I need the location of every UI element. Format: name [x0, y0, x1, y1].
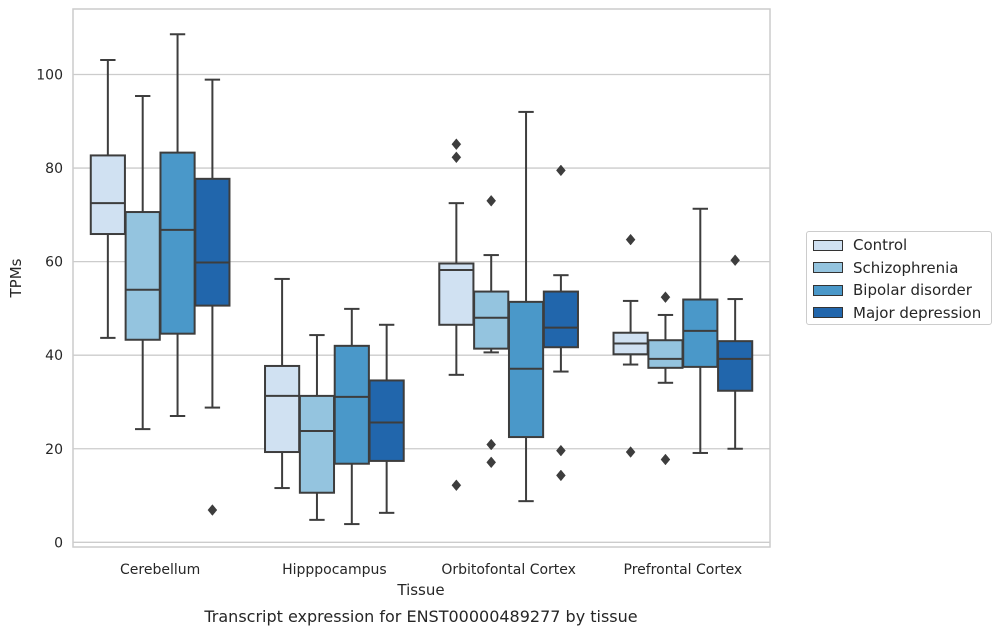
- outlier-point: [486, 456, 497, 469]
- iqr-box: [647, 339, 684, 369]
- y-tick-label: 40: [45, 348, 63, 364]
- box-schizophrenia: [473, 195, 510, 469]
- box-schizophrenia: [124, 95, 161, 431]
- legend-item: Schizophrenia: [813, 258, 958, 278]
- boxes: [89, 33, 754, 526]
- box-major-depression: [717, 254, 754, 450]
- y-axis-label: TPMs: [7, 258, 25, 298]
- x-tick-labels: Cerebellum Hipppocampus Orbitofontal Corte…: [120, 562, 742, 578]
- iqr-box: [717, 340, 754, 392]
- y-tick-label: 0: [54, 535, 63, 551]
- y-tick-labels: 0 20 40 60 80 100: [36, 67, 63, 551]
- x-axis-label: Tissue: [396, 581, 444, 599]
- box-bipolar-disorder: [682, 207, 719, 454]
- outlier-point: [451, 138, 462, 150]
- legend-label: Schizophrenia: [853, 258, 959, 277]
- legend-swatch: [813, 284, 843, 296]
- plot-frame: [72, 8, 771, 548]
- box-major-depression: [194, 78, 231, 516]
- outlier-point: [486, 195, 497, 207]
- box-bipolar-disorder: [333, 307, 370, 526]
- x-tick-label: Cerebellum: [120, 562, 200, 578]
- box-major-depression: [542, 164, 579, 482]
- outlier-point: [207, 504, 218, 516]
- outlier-point: [556, 164, 566, 177]
- legend: Control Schizophrenia Bipolar disorder Majo…: [806, 231, 992, 325]
- iqr-box: [264, 364, 301, 454]
- iqr-box: [124, 211, 161, 341]
- legend-label: Major depression: [853, 303, 982, 322]
- box-control: [438, 138, 475, 492]
- outlier-point: [556, 444, 566, 457]
- iqr-box: [368, 379, 405, 462]
- iqr-box: [194, 177, 231, 307]
- legend-item: Bipolar disorder: [813, 280, 972, 300]
- outlier-point: [625, 446, 636, 458]
- outlier-point: [660, 453, 671, 466]
- legend-swatch: [813, 262, 843, 273]
- y-tick-label: 100: [36, 67, 63, 83]
- outlier-point: [556, 469, 566, 482]
- outlier-point: [486, 438, 497, 451]
- iqr-box: [542, 290, 579, 349]
- box-major-depression: [368, 323, 405, 514]
- legend-item: Control: [813, 235, 907, 255]
- x-tick-label: Orbitofontal Cortex: [441, 562, 576, 578]
- iqr-box: [333, 344, 370, 465]
- x-tick-label: Hipppocampus: [282, 562, 387, 578]
- box-schizophrenia: [298, 334, 336, 521]
- legend-label: Control: [853, 236, 908, 254]
- iqr-box: [473, 290, 510, 350]
- box-bipolar-disorder: [159, 33, 196, 418]
- box-control: [264, 277, 301, 490]
- iqr-box: [438, 262, 475, 326]
- box-control: [612, 233, 649, 458]
- iqr-box: [89, 154, 126, 236]
- y-tick-label: 80: [45, 161, 63, 177]
- y-tick-label: 60: [45, 255, 63, 271]
- iqr-box: [682, 298, 719, 368]
- outlier-point: [660, 291, 671, 303]
- y-tick-label: 20: [45, 442, 63, 458]
- iqr-box: [159, 151, 196, 335]
- outlier-point: [451, 151, 462, 164]
- iqr-box: [298, 394, 336, 494]
- box-bipolar-disorder: [507, 110, 545, 503]
- legend-label: Bipolar disorder: [853, 281, 972, 299]
- chart-title: Transcript expression for ENST0000048927…: [203, 607, 637, 626]
- outlier-point: [451, 479, 462, 492]
- x-tick-label: Prefrontal Cortex: [624, 562, 743, 578]
- box-schizophrenia: [647, 291, 684, 466]
- outlier-point: [730, 254, 740, 267]
- outlier-point: [625, 233, 636, 246]
- legend-swatch: [813, 307, 843, 318]
- legend-swatch: [813, 239, 843, 251]
- box-control: [89, 58, 126, 339]
- legend-item: Major depression: [813, 303, 981, 323]
